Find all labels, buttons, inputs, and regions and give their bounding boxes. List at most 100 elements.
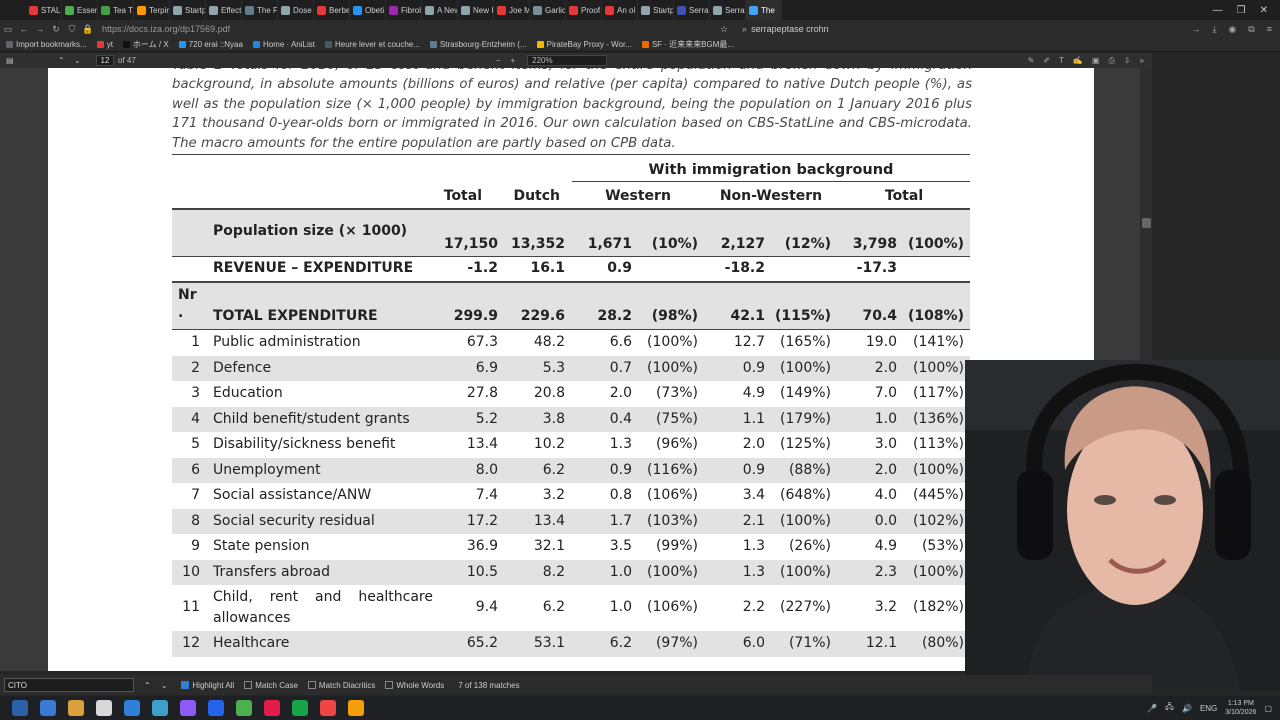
bookmark-item[interactable]: SF · 近来来来BGM最...: [641, 39, 734, 50]
browser-tab[interactable]: Obeti: [350, 0, 386, 20]
app5-icon[interactable]: [236, 700, 252, 716]
browser-tab[interactable]: New I: [458, 0, 494, 20]
folder-icon[interactable]: [68, 700, 84, 716]
more-tools-icon[interactable]: »: [1139, 56, 1144, 65]
row-label: Defence: [213, 359, 272, 376]
find-prev-icon[interactable]: ⌃: [144, 680, 151, 690]
extensions-icon[interactable]: ⧉: [1248, 23, 1255, 34]
taskbar: 🎤 🖧 🔊 ENG 1:13 PM 3/10/2026 ▢: [0, 696, 1280, 720]
browser-tab[interactable]: Essent: [62, 0, 98, 20]
menu-icon[interactable]: ≡: [1266, 24, 1272, 34]
app4-icon[interactable]: [208, 700, 224, 716]
text-icon[interactable]: T: [1059, 56, 1064, 65]
forward-icon[interactable]: →: [35, 24, 45, 34]
minimize-icon[interactable]: —: [1212, 4, 1223, 16]
scrollbar-thumb[interactable]: [1142, 218, 1151, 228]
tab-label: Startp: [653, 5, 674, 15]
browser-tab[interactable]: Joe M: [494, 0, 530, 20]
app-icon[interactable]: [96, 700, 112, 716]
clock[interactable]: 1:13 PM 3/10/2026: [1225, 699, 1256, 717]
network-icon[interactable]: 🖧: [1165, 702, 1174, 711]
bookmark-item[interactable]: PirateBay Proxy - Wor...: [536, 40, 632, 49]
table-row: 5 Disability/sickness benefit 13.4 10.2 1.3 (…: [172, 432, 970, 458]
browser-tab[interactable]: Fibrol: [386, 0, 422, 20]
go-icon[interactable]: →: [1191, 24, 1201, 34]
browser-tab[interactable]: Serrat: [710, 0, 746, 20]
bookmark-star-icon[interactable]: ☆: [720, 23, 729, 34]
browser-icon[interactable]: [124, 700, 140, 716]
browser-tab[interactable]: STALK: [26, 0, 62, 20]
tab-list-icon[interactable]: [0, 0, 26, 20]
zoom-select[interactable]: 220%: [527, 55, 608, 66]
start-icon[interactable]: [12, 700, 28, 716]
browser-tab[interactable]: Startp: [638, 0, 674, 20]
tab-favicon-icon: [173, 5, 182, 15]
back-icon[interactable]: ←: [19, 24, 29, 34]
shield-icon[interactable]: ⛉: [68, 23, 76, 34]
row-label: Social security residual: [213, 512, 375, 529]
bookmark-item[interactable]: Import bookmarks...: [6, 40, 87, 49]
bookmark-item[interactable]: Strasbourg-Entzheim (...: [429, 40, 527, 49]
row-t2: 2.0: [874, 461, 897, 478]
bookmark-item[interactable]: Home · AniList: [252, 40, 315, 49]
find-next-icon[interactable]: ⌄: [160, 680, 168, 690]
app2-icon[interactable]: [152, 700, 168, 716]
bookmark-item[interactable]: ホーム / X: [122, 39, 169, 50]
browser-tab[interactable]: Startp: [170, 0, 206, 20]
browser-tab[interactable]: Effect: [206, 0, 242, 20]
reload-icon[interactable]: ↻: [52, 23, 60, 34]
draw-icon[interactable]: ✐: [1043, 56, 1051, 65]
browser-tab[interactable]: Tea Tr: [98, 0, 134, 20]
sidebar-toggle-icon[interactable]: ▤: [6, 56, 14, 65]
browser-tab[interactable]: An ol: [602, 0, 638, 20]
browser-tab[interactable]: Serrap: [674, 0, 710, 20]
explorer-icon[interactable]: [40, 700, 56, 716]
mic-icon[interactable]: 🎤: [1147, 703, 1158, 713]
page-number-input[interactable]: [96, 55, 114, 66]
save-icon[interactable]: ⇩: [1123, 56, 1131, 65]
volume-icon[interactable]: 🔊: [1181, 703, 1192, 713]
app8-icon[interactable]: [320, 700, 336, 716]
match-case-checkbox[interactable]: Match Case: [244, 681, 298, 690]
print-icon[interactable]: ⎙: [1108, 55, 1115, 65]
app7-icon[interactable]: [292, 700, 308, 716]
highlight-icon[interactable]: ✎: [1027, 56, 1035, 65]
match-diacritics-checkbox[interactable]: Match Diacritics: [307, 681, 375, 690]
maximize-icon[interactable]: ❐: [1236, 4, 1246, 16]
pdf-viewer[interactable]: Table 2 Totals for 2016, of 23 cost and …: [0, 68, 1152, 671]
bookmark-item[interactable]: yt: [96, 40, 113, 49]
highlight-all-checkbox[interactable]: Highlight All: [181, 681, 234, 690]
account-icon[interactable]: ◉: [1228, 23, 1237, 34]
browser-tab[interactable]: The: [746, 0, 782, 20]
browser-tab[interactable]: The Fi: [242, 0, 278, 20]
prev-page-icon[interactable]: ⌃: [58, 56, 65, 65]
bookmark-item[interactable]: 720 erai ::Nyaa: [178, 40, 243, 49]
image-icon[interactable]: ▣: [1091, 56, 1100, 65]
browser-tab[interactable]: Terpin: [134, 0, 170, 20]
app9-icon[interactable]: [348, 700, 364, 716]
row-nwp: (227%): [780, 599, 831, 615]
app3-icon[interactable]: [180, 700, 196, 716]
sidebar-icon[interactable]: ▭: [3, 23, 13, 34]
bookmark-item[interactable]: Heure lever et couche...: [324, 40, 420, 49]
url-bar[interactable]: https://docs.iza.org/dp17569.pdf: [102, 24, 231, 34]
app6-icon[interactable]: [264, 700, 280, 716]
browser-tab[interactable]: A New: [422, 0, 458, 20]
find-input[interactable]: [4, 678, 134, 692]
browser-tab[interactable]: Berbe: [314, 0, 350, 20]
signature-icon[interactable]: ✍: [1072, 56, 1083, 65]
next-page-icon[interactable]: ⌄: [74, 56, 81, 65]
language-indicator[interactable]: ENG: [1199, 703, 1218, 713]
search-box[interactable]: ☆ ⌕ serrapeptase crohn: [720, 20, 829, 38]
zoom-out-icon[interactable]: −: [495, 56, 501, 65]
browser-tab[interactable]: Proof Th: [566, 0, 602, 20]
whole-words-checkbox[interactable]: Whole Words: [385, 681, 444, 690]
notifications-icon[interactable]: ▢: [1264, 703, 1272, 713]
browser-tab[interactable]: Garlic: [530, 0, 566, 20]
row-nw: 4.9: [742, 385, 765, 401]
close-icon[interactable]: ✕: [1259, 4, 1268, 16]
browser-tab[interactable]: Dose: [278, 0, 314, 20]
zoom-in-icon[interactable]: +: [510, 56, 516, 65]
row-label: Disability/sickness benefit: [213, 436, 396, 452]
download-icon[interactable]: ⤓: [1212, 23, 1217, 34]
